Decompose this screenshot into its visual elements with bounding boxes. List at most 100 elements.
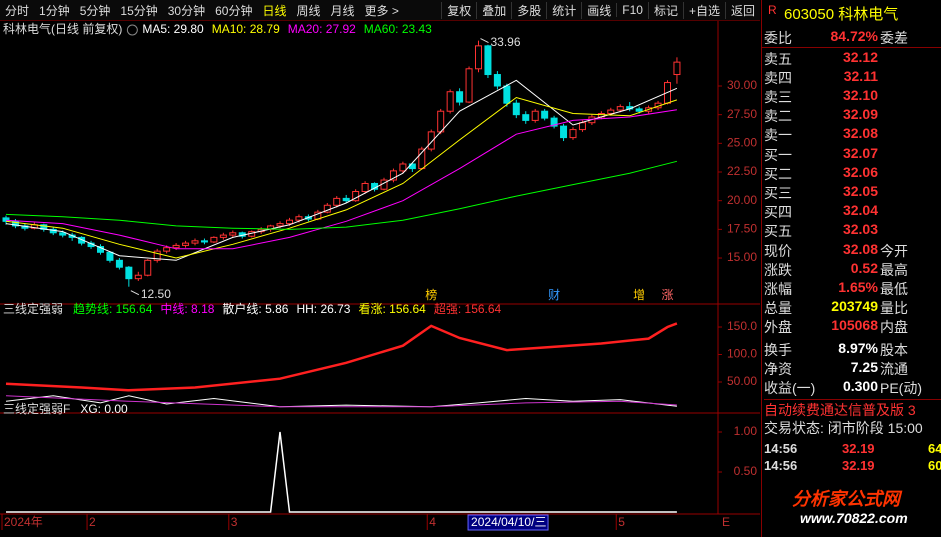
tool-button[interactable]: F10 bbox=[616, 3, 648, 17]
period-tab[interactable]: 日线 bbox=[262, 3, 287, 18]
period-tab[interactable]: 1分钟 bbox=[39, 3, 70, 18]
chart: 15.00 17.50 20.00 22.50 25.00 27.50 30.00 科林电气(… bbox=[0, 20, 760, 531]
candle-body bbox=[172, 244, 180, 249]
candle-body bbox=[200, 240, 208, 243]
candle-body bbox=[153, 250, 161, 261]
tool-button[interactable]: 多股 bbox=[511, 1, 546, 19]
trade-volume: 60 bbox=[928, 458, 941, 473]
period-tab[interactable]: 60分钟 bbox=[215, 3, 253, 18]
field-value: 32.08 bbox=[842, 125, 878, 141]
trade-price: 32.19 bbox=[842, 458, 875, 473]
candle-body bbox=[229, 232, 237, 236]
tool-button[interactable]: 统计 bbox=[546, 1, 581, 19]
cursor-date: 2024/04/10/三 bbox=[471, 515, 546, 529]
y-tick-label: 30.00 bbox=[727, 78, 757, 92]
y-tick-label: 22.50 bbox=[727, 164, 757, 178]
legend-entry: 散户线: 5.86 bbox=[222, 301, 288, 316]
field-value: 32.06 bbox=[842, 164, 878, 180]
candle-body bbox=[616, 106, 624, 111]
panel-title: 三线定强弱 bbox=[3, 301, 63, 316]
candle-body bbox=[333, 197, 341, 206]
event-marker: 增 bbox=[633, 288, 645, 302]
field-label: 卖四 bbox=[764, 70, 792, 86]
legend-entry: MA5: 29.80 bbox=[142, 22, 204, 36]
candle-body bbox=[465, 68, 473, 103]
field-label: 买三 bbox=[764, 185, 792, 201]
field-label: 收益(一) bbox=[764, 380, 816, 396]
candle-body bbox=[399, 163, 407, 172]
candle-body bbox=[106, 251, 114, 261]
field-value: 32.05 bbox=[842, 183, 878, 199]
y-tick-label: 100.0 bbox=[727, 347, 757, 361]
x-tick-label: 5 bbox=[618, 515, 625, 529]
candle-body bbox=[134, 274, 142, 280]
panel-title: 三线定强弱F bbox=[3, 401, 70, 416]
field-value: 7.25 bbox=[850, 359, 878, 375]
indicator-line bbox=[6, 431, 677, 513]
field-label: 总量 bbox=[764, 300, 792, 316]
logo-url: www.70822.com bbox=[800, 510, 908, 526]
period-tab[interactable]: 周线 bbox=[296, 3, 321, 18]
field-value: 0.52 bbox=[850, 260, 878, 276]
x-axis-end: E bbox=[722, 515, 730, 529]
candle-body bbox=[11, 220, 19, 227]
candle-body bbox=[427, 131, 435, 150]
candle-body bbox=[361, 182, 369, 193]
field-tail: 最低 bbox=[880, 281, 908, 297]
stock-title: 603050 科林电气 bbox=[784, 6, 899, 23]
tool-button[interactable]: 叠加 bbox=[476, 1, 511, 19]
period-tab[interactable]: 15分钟 bbox=[120, 3, 158, 18]
candle-body bbox=[389, 170, 397, 181]
candle-body bbox=[115, 259, 123, 268]
candle-body bbox=[144, 259, 152, 276]
tool-button[interactable]: +自选 bbox=[682, 1, 725, 19]
field-label: 卖一 bbox=[764, 127, 792, 143]
panel-title: 科林电气(日线 前复权) bbox=[3, 21, 122, 36]
period-tab[interactable]: 更多 > bbox=[364, 3, 399, 18]
period-tab[interactable]: 月线 bbox=[330, 3, 355, 18]
period-tab[interactable]: 5分钟 bbox=[79, 3, 111, 18]
candle-body bbox=[560, 125, 568, 139]
field-tail: 最高 bbox=[880, 262, 908, 278]
candle-body bbox=[484, 45, 492, 76]
annotation-leader bbox=[480, 38, 489, 44]
legend-entry: MA10: 28.79 bbox=[212, 22, 280, 36]
y-tick-label: 15.00 bbox=[727, 250, 757, 264]
field-value: 32.04 bbox=[842, 202, 878, 218]
candle-body bbox=[635, 108, 643, 112]
annotation-leader bbox=[130, 290, 140, 296]
field-value: 32.08 bbox=[842, 241, 878, 257]
tool-button[interactable]: 画线 bbox=[581, 1, 616, 19]
legend-entry: 超强: 156.64 bbox=[434, 301, 502, 316]
field-value: 32.09 bbox=[842, 106, 878, 122]
field-label: 买四 bbox=[764, 204, 792, 220]
y-tick-label: 1.00 bbox=[734, 424, 758, 438]
indicator-line bbox=[5, 160, 678, 230]
period-tab[interactable]: 分时 bbox=[5, 3, 30, 18]
trade-time: 14:56 bbox=[764, 458, 798, 473]
tool-button[interactable]: 标记 bbox=[647, 1, 683, 19]
field-value: 32.11 bbox=[843, 68, 878, 84]
field-label: 涨跌 bbox=[764, 262, 792, 278]
tool-button[interactable]: 复权 bbox=[441, 1, 476, 19]
field-label: 换手 bbox=[764, 342, 792, 358]
candle-body bbox=[531, 110, 539, 121]
period-tab[interactable]: 30分钟 bbox=[167, 3, 206, 18]
annotation-label: 12.50 bbox=[141, 287, 171, 301]
candle-body bbox=[286, 219, 293, 225]
candle-body bbox=[446, 91, 454, 112]
candle-body bbox=[569, 129, 577, 139]
field-value: 32.12 bbox=[842, 49, 878, 65]
indicator-line bbox=[5, 79, 678, 261]
field-tail: 委差 bbox=[880, 30, 908, 46]
event-marker: 涨 bbox=[661, 287, 673, 302]
candle-body bbox=[276, 223, 284, 227]
legend-entry: MA20: 27.92 bbox=[288, 22, 356, 36]
legend-entry: MA60: 23.43 bbox=[364, 22, 432, 36]
candle-body bbox=[512, 102, 520, 116]
field-value: 32.03 bbox=[842, 221, 878, 237]
x-tick-label: 2 bbox=[89, 515, 96, 529]
candle-body bbox=[78, 236, 86, 244]
tool-button[interactable]: 返回 bbox=[724, 1, 760, 19]
